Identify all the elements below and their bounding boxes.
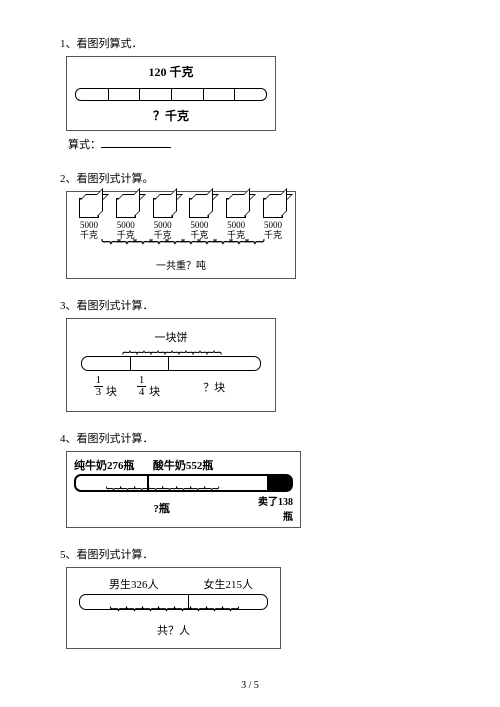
q2-box-value: 5000	[80, 220, 98, 230]
q3-frac-suffix: 块	[149, 386, 160, 398]
q2-box-row: 5000千克 5000千克 5000千克 5000千克 5000千克 5000千…	[75, 198, 287, 241]
q2-box-unit: 千克	[264, 230, 282, 240]
q1-brace-small: ⏟	[101, 80, 267, 86]
q4-bottom-row: ︸︸︸︸︸︸︸︸ ?瓶 卖了138瓶	[74, 492, 293, 523]
q2-box-value: 5000	[190, 220, 208, 230]
q3-figure: 一块饼 ︷︷︷︷︷︷︷ 13 块 14 块 ？块	[66, 318, 276, 412]
cube-icon	[79, 198, 99, 218]
cube-icon	[263, 198, 283, 218]
q3-bar	[81, 356, 261, 371]
q3-unknown-label: ？块	[167, 375, 261, 399]
q4-right-label: 酸牛奶552瓶	[153, 457, 293, 473]
q3-labels: 13 块 14 块 ？块	[81, 375, 261, 399]
q2-box-item: 5000千克	[189, 198, 209, 241]
q5-brace: ︸︸︸︸︸︸︸︸	[79, 612, 268, 620]
q3-frac-suffix: 块	[106, 386, 117, 398]
page-number: 3 / 5	[0, 680, 500, 691]
q1-blank	[101, 147, 171, 148]
cube-icon	[226, 198, 246, 218]
q2-box-item: 5000千克	[116, 198, 136, 241]
q3-frac-den: 4	[137, 387, 147, 398]
q5-title: 5、看图列式计算．	[60, 546, 445, 562]
q1-answer-line: 算式：	[68, 136, 445, 152]
q3-part-label: 13 块	[81, 375, 130, 399]
q1-figure: 120 千克 ⏟ ︸︸︸︸︸︸︸︸ ？千克	[66, 56, 276, 131]
question-1: 1、看图列算式． 120 千克 ⏟ ︸︸︸︸︸︸︸︸ ？千克 算式：	[60, 35, 445, 152]
q4-left-label: 纯牛奶276瓶	[74, 457, 153, 473]
q1-bottom-label: ？千克	[75, 107, 267, 124]
cube-icon	[153, 198, 173, 218]
question-4: 4、看图列式计算． 纯牛奶276瓶 酸牛奶552瓶 ︸︸︸︸︸︸︸︸ ?瓶 卖了…	[60, 430, 445, 528]
q5-bottom-label: 共？人	[79, 622, 268, 638]
q3-frac-den: 3	[94, 387, 104, 398]
q2-figure: 5000千克 5000千克 5000千克 5000千克 5000千克 5000千…	[66, 191, 296, 279]
q3-title: 3、看图列式计算．	[60, 297, 445, 313]
question-3: 3、看图列式计算． 一块饼 ︷︷︷︷︷︷︷ 13 块 14 块 ？块	[60, 297, 445, 412]
q2-box-item: 5000千克	[226, 198, 246, 241]
q4-sold-label: 卖了138瓶	[249, 492, 293, 523]
q2-title: 2、看图列式计算。	[60, 170, 445, 186]
q4-seg-sold	[267, 476, 291, 490]
cube-icon	[189, 198, 209, 218]
cube-icon	[116, 198, 136, 218]
q4-top-labels: 纯牛奶276瓶 酸牛奶552瓶	[74, 457, 293, 473]
page: 1、看图列算式． 120 千克 ⏟ ︸︸︸︸︸︸︸︸ ？千克 算式： 2、看图列…	[0, 0, 500, 707]
q2-box-value: 5000	[227, 220, 245, 230]
q4-title: 4、看图列式计算．	[60, 430, 445, 446]
q2-box-unit: 千克	[80, 230, 98, 240]
q4-brace: ︸︸︸︸︸︸︸︸	[74, 492, 249, 500]
q3-seg	[82, 357, 131, 370]
q4-figure: 纯牛奶276瓶 酸牛奶552瓶 ︸︸︸︸︸︸︸︸ ?瓶 卖了138瓶	[66, 451, 301, 528]
q3-frac-num: 1	[137, 375, 147, 387]
q2-box-item: 5000千克	[79, 198, 99, 241]
q3-seg	[169, 357, 260, 370]
q2-box-value: 5000	[264, 220, 282, 230]
q1-answer-prefix: 算式：	[68, 139, 101, 151]
q3-part-label: 14 块	[130, 375, 168, 399]
question-5: 5、看图列式计算． 男生326人 女生215人 ︸︸︸︸︸︸︸︸ 共？人	[60, 546, 445, 649]
question-2: 2、看图列式计算。 5000千克 5000千克 5000千克 5000千克 50…	[60, 170, 445, 279]
q1-bar	[75, 88, 267, 101]
q5-figure: 男生326人 女生215人 ︸︸︸︸︸︸︸︸ 共？人	[66, 567, 281, 649]
q2-box-value: 5000	[154, 220, 172, 230]
q3-seg	[131, 357, 169, 370]
q2-box-value: 5000	[117, 220, 135, 230]
q2-box-item: 5000千克	[263, 198, 283, 241]
q5-right-label: 女生215人	[189, 576, 268, 592]
q5-top-labels: 男生326人 女生215人	[79, 576, 268, 592]
q3-frac-num: 1	[94, 375, 104, 387]
q2-brace: ︸︸︸︸︸︸︸︸︸︸	[75, 245, 287, 255]
q4-bottom-q: ?瓶	[74, 500, 249, 516]
q2-box-item: 5000千克	[153, 198, 173, 241]
q3-brace-top: ︷︷︷︷︷︷︷	[81, 345, 261, 353]
q1-title: 1、看图列算式．	[60, 35, 445, 51]
q5-left-label: 男生326人	[79, 576, 189, 592]
